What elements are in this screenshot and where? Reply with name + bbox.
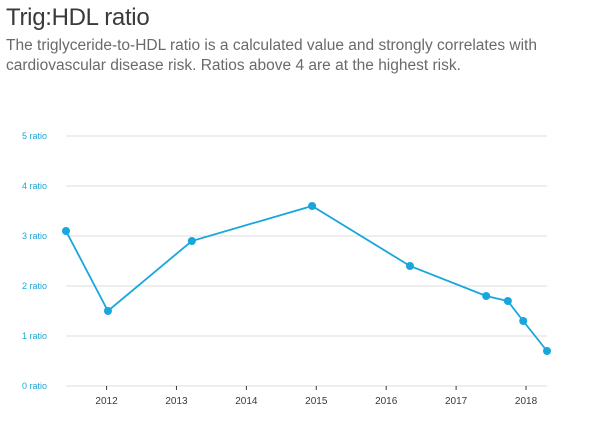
data-point[interactable] (187, 237, 196, 245)
y-axis-ticks: 0 ratio 1 ratio 2 ratio 3 ratio 4 ratio 5 rat… (22, 131, 47, 391)
page-subtitle: The triglyceride-to-HDL ratio is a calcu… (6, 37, 537, 74)
data-point[interactable] (103, 307, 112, 315)
x-tick-label: 2014 (235, 396, 258, 407)
x-tick-label: 2017 (445, 396, 468, 407)
y-tick-label: 4 ratio (22, 181, 47, 191)
x-tick-label: 2012 (95, 396, 118, 407)
data-point[interactable] (405, 262, 414, 270)
data-point[interactable] (519, 317, 528, 325)
page-title: Trig:HDL ratio (6, 4, 150, 31)
y-tick-label: 2 ratio (22, 281, 47, 291)
data-point[interactable] (482, 292, 491, 300)
x-tick-label: 2016 (375, 396, 398, 407)
x-tick-label: 2018 (515, 396, 538, 407)
x-tick-label: 2013 (165, 396, 188, 407)
data-point[interactable] (543, 347, 551, 355)
y-tick-label: 5 ratio (22, 131, 47, 141)
series-line (65, 205, 548, 352)
y-tick-label: 3 ratio (22, 231, 47, 241)
data-point[interactable] (308, 202, 317, 210)
grid-lines (66, 135, 547, 387)
data-point[interactable] (503, 297, 512, 305)
x-axis-ticks: 2012 2013 2014 2015 2016 2017 2018 (95, 386, 538, 407)
data-point[interactable] (62, 227, 70, 235)
y-tick-label: 0 ratio (22, 381, 47, 391)
y-tick-label: 1 ratio (22, 331, 47, 341)
series-layer (62, 202, 551, 355)
x-tick-label: 2015 (305, 396, 328, 407)
